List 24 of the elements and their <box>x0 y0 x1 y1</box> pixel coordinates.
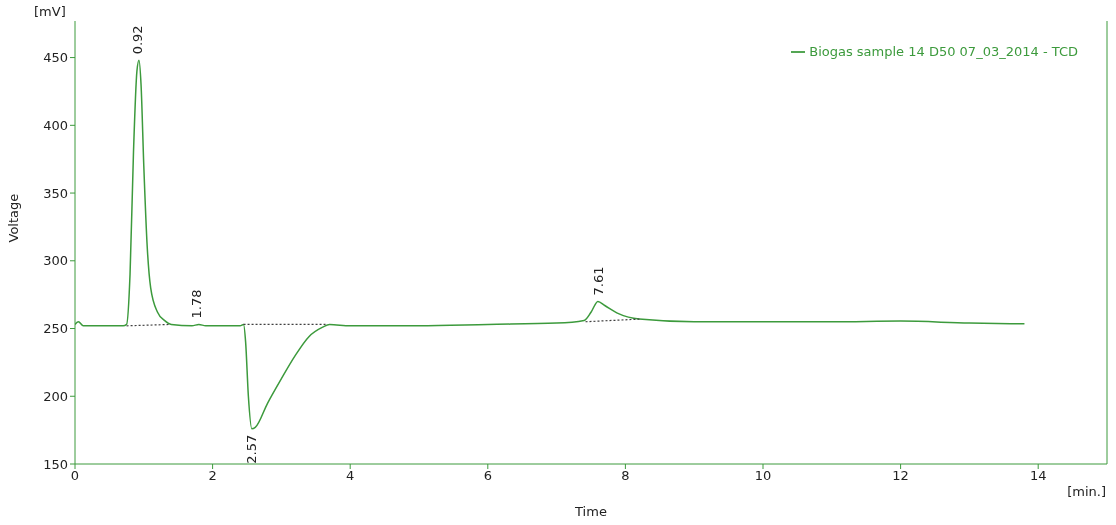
y-axis-title: Voltage <box>5 193 21 243</box>
annotation: 7.61 <box>590 266 606 296</box>
x-tick-label: 0 <box>70 468 80 484</box>
annotation: 0.92 <box>130 25 146 55</box>
x-tick-label: 12 <box>892 468 909 484</box>
y-tick-label: 400 <box>43 117 68 133</box>
x-tick-label: 2 <box>208 468 217 484</box>
x-tick-label: 8 <box>621 468 630 484</box>
text: [min.] <box>1067 484 1106 499</box>
y-tick-label: 200 <box>43 388 68 404</box>
x-tick-label: 4 <box>346 468 355 484</box>
x-tick-label: 14 <box>1029 468 1047 484</box>
annotation: 1.78 <box>189 289 205 319</box>
y-tick-label: 450 <box>43 50 68 66</box>
y-tick-label: 350 <box>43 185 68 201</box>
text: [mV] <box>34 4 66 19</box>
y-tick-label: 150 <box>43 456 68 472</box>
x-tick-label: 6 <box>483 468 492 484</box>
x-axis-title: Time <box>574 504 607 519</box>
y-tick-label: 250 <box>43 321 68 337</box>
legend-label: Biogas sample 14 D50 07_03_2014 - TCD <box>809 44 1078 59</box>
y-tick-label: 300 <box>43 253 68 269</box>
x-tick-label: 10 <box>754 468 772 484</box>
annotation: 2.57 <box>243 434 259 464</box>
